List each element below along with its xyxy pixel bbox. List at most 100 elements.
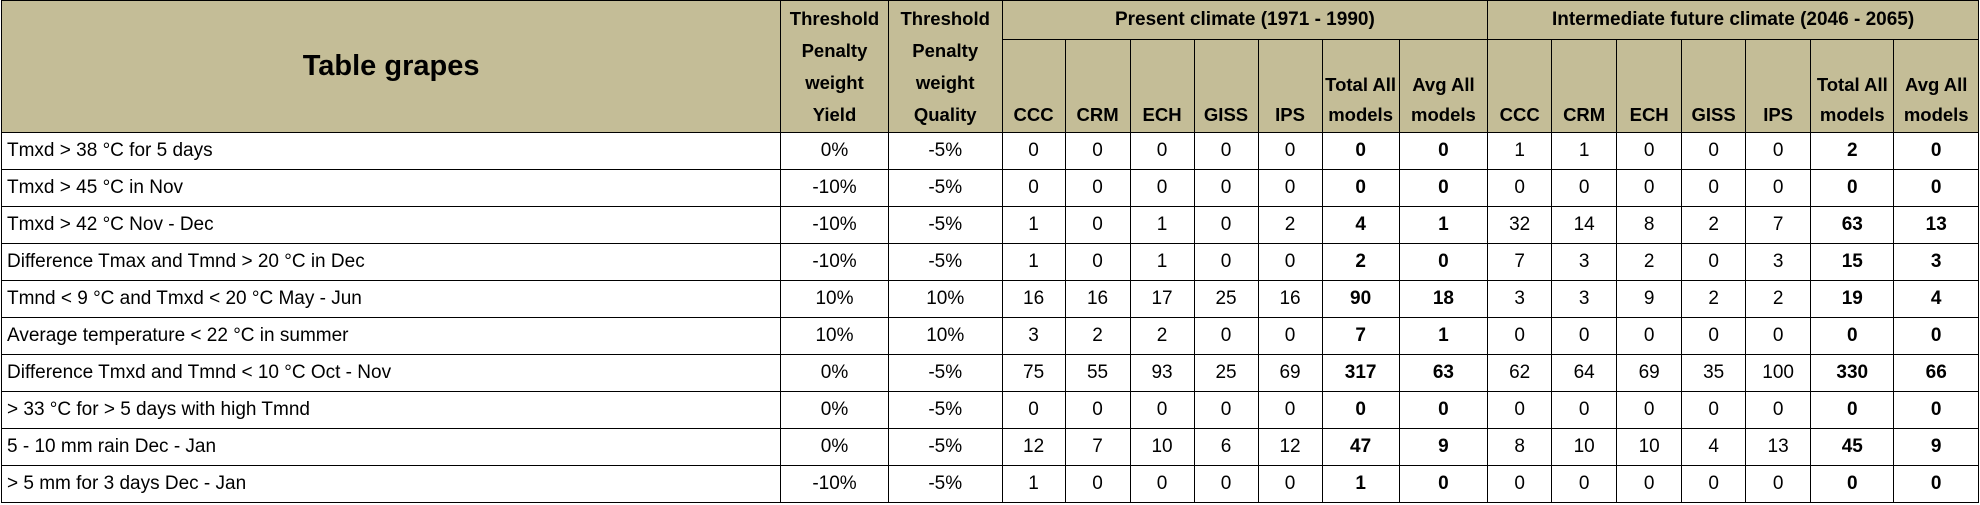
present-value-cell: 17 (1129, 280, 1195, 318)
model-header-label: CRM (1076, 104, 1119, 125)
future-value-cell: 0 (1681, 243, 1747, 281)
present-value-cell: 0 (1257, 132, 1323, 170)
present-value-cell: 0 (1193, 132, 1259, 170)
future-value-cell: 8 (1487, 428, 1553, 466)
present-value-cell: 1 (1398, 317, 1489, 355)
future-value-cell: 0 (1745, 169, 1812, 207)
future-value-cell: 0 (1745, 317, 1812, 355)
present-value-cell: 0 (1064, 132, 1131, 170)
future-value-cell: 2 (1681, 206, 1747, 244)
present-value-cell: 0 (1193, 391, 1259, 429)
future-value-cell: 0 (1745, 465, 1812, 503)
future-value-cell: 35 (1681, 354, 1747, 392)
present-value-cell: 93 (1129, 354, 1195, 392)
future-value-cell: 0 (1551, 169, 1618, 207)
quality-penalty-cell: -5% (887, 354, 1003, 392)
future-value-cell: 0 (1487, 169, 1553, 207)
criterion-cell: Tmxd > 38 °C for 5 days (0, 132, 782, 170)
table-row: > 33 °C for > 5 days with high Tmnd 0% -5%… (0, 391, 1979, 429)
future-value-cell: 10 (1616, 428, 1683, 466)
present-value-cell: 0 (1257, 465, 1323, 503)
future-model-header: ECH (1616, 39, 1683, 133)
yield-penalty-cell: -10% (780, 206, 889, 244)
present-value-cell: 0 (1129, 465, 1195, 503)
present-value-cell: 12 (1001, 428, 1066, 466)
future-value-cell: 0 (1487, 391, 1553, 429)
future-value-cell: 0 (1810, 317, 1895, 355)
future-model-header: GISS (1681, 39, 1747, 133)
future-value-cell: 2 (1745, 280, 1812, 318)
future-value-cell: 3 (1893, 243, 1979, 281)
future-value-cell: 0 (1616, 391, 1683, 429)
criterion-cell: 5 - 10 mm rain Dec - Jan (0, 428, 782, 466)
future-value-cell: 0 (1616, 317, 1683, 355)
model-header-label: GISS (1203, 104, 1249, 125)
present-model-header: Avg All models (1398, 39, 1489, 133)
future-model-header: IPS (1745, 39, 1812, 133)
future-value-cell: 2 (1810, 132, 1895, 170)
present-value-cell: 0 (1129, 391, 1195, 429)
future-model-header: Avg All models (1893, 39, 1979, 133)
criterion-cell: > 33 °C for > 5 days with high Tmnd (0, 391, 782, 429)
future-value-cell: 3 (1551, 243, 1618, 281)
present-model-header: IPS (1257, 39, 1323, 133)
present-value-cell: 0 (1193, 317, 1259, 355)
present-value-cell: 0 (1129, 169, 1195, 207)
present-value-cell: 317 (1321, 354, 1400, 392)
present-value-cell: 0 (1193, 169, 1259, 207)
future-value-cell: 330 (1810, 354, 1895, 392)
table-row: 5 - 10 mm rain Dec - Jan 0% -5% 12 7 10 6 12 47 9… (0, 428, 1979, 466)
table-body: Tmxd > 38 °C for 5 days 0% -5% 0 0 0 0 0 0 0 1 1 0 0 0… (0, 132, 1979, 503)
yield-penalty-cell: 0% (780, 428, 889, 466)
model-header-label: Avg All models (1903, 74, 1969, 125)
present-value-cell: 0 (1001, 132, 1066, 170)
future-value-cell: 4 (1681, 428, 1747, 466)
future-value-cell: 1 (1551, 132, 1618, 170)
threshold-quality-header: Threshold Penalty weight Quality (887, 0, 1003, 133)
present-value-cell: 0 (1398, 132, 1489, 170)
present-value-cell: 0 (1001, 169, 1066, 207)
future-value-cell: 0 (1893, 132, 1979, 170)
future-value-cell: 9 (1616, 280, 1683, 318)
future-value-cell: 64 (1551, 354, 1618, 392)
yield-penalty-cell: -10% (780, 465, 889, 503)
present-value-cell: 9 (1398, 428, 1489, 466)
present-value-cell: 0 (1064, 206, 1131, 244)
future-value-cell: 0 (1551, 317, 1618, 355)
model-header-label: Avg All models (1411, 74, 1476, 125)
table-row: Difference Tmax and Tmnd > 20 °C in Dec -… (0, 243, 1979, 281)
criterion-cell: Difference Tmxd and Tmnd < 10 °C Oct - N… (0, 354, 782, 392)
future-value-cell: 0 (1616, 465, 1683, 503)
present-value-cell: 6 (1193, 428, 1259, 466)
quality-penalty-cell: -5% (887, 169, 1003, 207)
present-model-header: CRM (1064, 39, 1131, 133)
present-value-cell: 55 (1064, 354, 1131, 392)
future-value-cell: 0 (1681, 169, 1747, 207)
future-model-header: CCC (1487, 39, 1553, 133)
present-value-cell: 0 (1398, 465, 1489, 503)
future-value-cell: 13 (1745, 428, 1812, 466)
future-value-cell: 1 (1487, 132, 1553, 170)
criterion-cell: Tmnd < 9 °C and Tmxd < 20 °C May - Jun (0, 280, 782, 318)
future-value-cell: 0 (1681, 132, 1747, 170)
present-value-cell: 0 (1257, 243, 1323, 281)
future-value-cell: 0 (1616, 169, 1683, 207)
present-model-header: Total All models (1321, 39, 1400, 133)
present-value-cell: 1 (1001, 465, 1066, 503)
quality-penalty-cell: 10% (887, 317, 1003, 355)
present-value-cell: 7 (1064, 428, 1131, 466)
future-value-cell: 0 (1551, 465, 1618, 503)
future-value-cell: 0 (1487, 465, 1553, 503)
present-value-cell: 63 (1398, 354, 1489, 392)
present-value-cell: 0 (1321, 169, 1400, 207)
future-model-header: Total All models (1810, 39, 1895, 133)
model-header-label: IPS (1763, 104, 1794, 125)
future-value-cell: 8 (1616, 206, 1683, 244)
future-value-cell: 15 (1810, 243, 1895, 281)
threshold-yield-header: Threshold Penalty weight Yield (780, 0, 889, 133)
present-value-cell: 0 (1398, 391, 1489, 429)
present-value-cell: 1 (1129, 243, 1195, 281)
present-value-cell: 2 (1064, 317, 1131, 355)
yield-penalty-cell: 0% (780, 391, 889, 429)
present-value-cell: 10 (1129, 428, 1195, 466)
